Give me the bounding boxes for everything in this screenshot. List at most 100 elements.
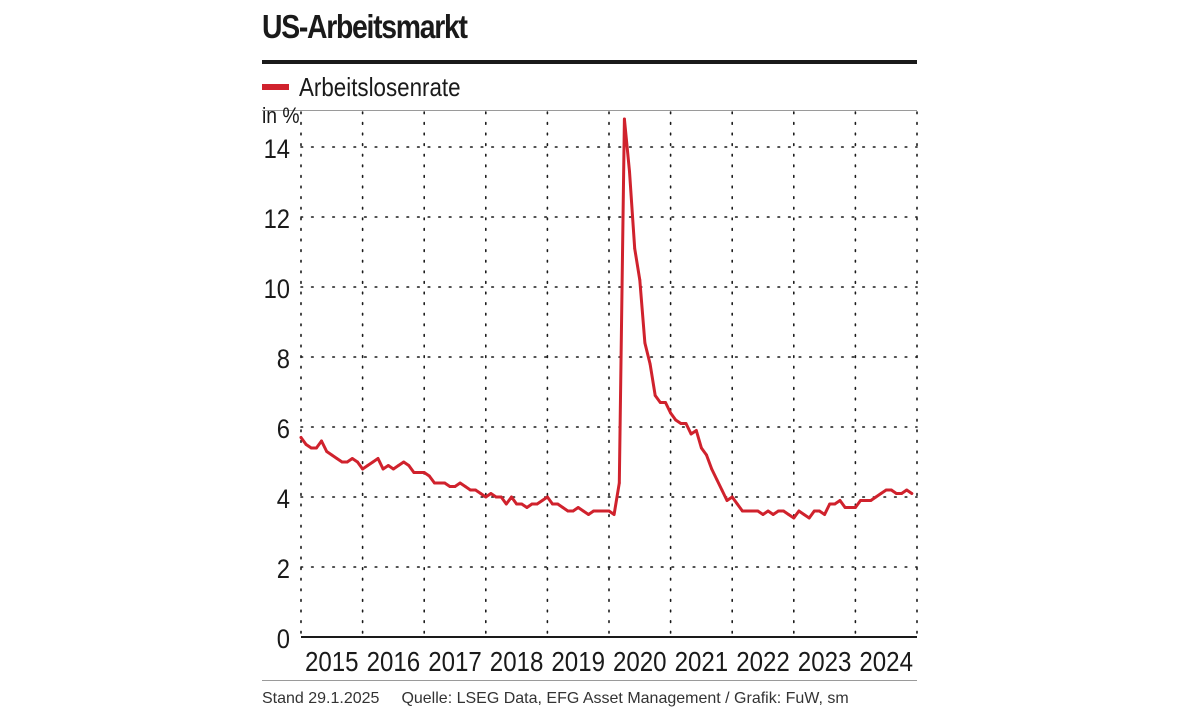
data-point: [910, 492, 914, 495]
data-point: [884, 488, 888, 492]
y-tick-label-0: 0: [277, 625, 290, 655]
data-point: [684, 422, 688, 425]
data-point: [879, 492, 883, 495]
data-point: [566, 509, 570, 513]
data-point: [427, 474, 431, 478]
data-point: [340, 460, 344, 464]
data-point: [612, 513, 616, 516]
data-point: [694, 429, 698, 432]
data-point: [777, 509, 780, 513]
data-point: [299, 436, 303, 439]
data-point: [689, 432, 693, 436]
data-point: [525, 506, 529, 509]
data-point: [407, 464, 411, 467]
footer-source: Quelle: LSEG Data, EFG Asset Management …: [401, 690, 849, 707]
data-point: [484, 495, 488, 499]
data-point: [489, 492, 493, 495]
data-point: [653, 394, 657, 397]
series-line-0: [299, 117, 914, 520]
x-tick-label-2024: 2024: [859, 645, 913, 677]
data-point: [797, 509, 801, 513]
data-point: [638, 278, 642, 282]
data-point: [576, 506, 580, 509]
data-point: [315, 446, 318, 450]
y-axis-label: in %: [262, 104, 300, 128]
data-point: [669, 411, 672, 415]
data-point: [838, 499, 842, 502]
title-rule: [262, 60, 917, 64]
data-point: [864, 499, 867, 502]
y-tick-label-2: 2: [277, 555, 290, 585]
data-point: [581, 509, 585, 513]
data-point: [433, 481, 436, 485]
data-point: [469, 488, 472, 492]
data-point: [366, 464, 370, 467]
data-point: [843, 506, 847, 509]
data-point: [648, 362, 652, 366]
data-point: [422, 471, 426, 474]
data-point: [330, 453, 334, 457]
footer-date: Stand 29.1.2025: [262, 690, 380, 707]
data-point: [474, 488, 477, 492]
footer: Stand 29.1.2025 Quelle: LSEG Data, EFG A…: [262, 690, 849, 708]
data-point: [361, 467, 364, 471]
data-point: [730, 495, 734, 499]
data-point: [592, 509, 595, 513]
data-point: [463, 485, 467, 488]
x-tick-label-2021: 2021: [675, 645, 729, 677]
data-point: [812, 509, 816, 513]
data-point: [376, 457, 380, 460]
data-point: [587, 513, 590, 516]
data-point: [530, 502, 534, 506]
data-point: [453, 485, 457, 488]
data-point: [546, 495, 549, 499]
data-point: [499, 495, 503, 499]
data-point: [674, 418, 678, 422]
data-point: [392, 467, 395, 471]
data-point: [602, 509, 606, 513]
data-point: [520, 502, 524, 506]
legend-label: Arbeitslosenrate: [299, 71, 461, 102]
data-point: [823, 513, 826, 516]
data-point: [787, 513, 790, 516]
data-point: [386, 464, 390, 467]
data-point: [751, 509, 755, 513]
data-point: [633, 247, 637, 250]
data-point: [535, 502, 539, 506]
data-point: [304, 443, 308, 446]
x-tick-label-2018: 2018: [490, 645, 544, 677]
data-point: [766, 509, 770, 513]
data-point: [905, 488, 909, 492]
x-tick-label-2015: 2015: [305, 645, 359, 677]
data-point: [874, 495, 878, 499]
data-point: [448, 485, 452, 488]
data-point: [412, 471, 416, 474]
data-point: [848, 506, 852, 509]
data-point: [720, 488, 724, 492]
data-point: [700, 446, 703, 450]
data-point: [725, 499, 729, 502]
x-tick-label-2020: 2020: [613, 645, 667, 677]
data-point: [551, 502, 554, 506]
data-point: [607, 509, 611, 513]
data-point: [792, 516, 796, 520]
y-tick-label-8: 8: [277, 345, 290, 375]
data-point: [900, 492, 903, 495]
data-point: [381, 467, 385, 471]
data-point: [320, 439, 323, 443]
data-point: [402, 460, 406, 464]
data-point: [350, 457, 354, 460]
data-point: [889, 488, 893, 492]
data-point: [356, 460, 359, 464]
data-point: [658, 401, 662, 404]
x-tick-label-2016: 2016: [367, 645, 421, 677]
y-tick-label-14: 14: [264, 135, 290, 165]
data-point: [335, 457, 339, 460]
data-point: [818, 509, 821, 513]
data-point: [643, 341, 647, 345]
data-point: [571, 509, 575, 513]
data-point: [895, 492, 898, 495]
data-point: [802, 513, 806, 516]
y-tick-label-6: 6: [277, 415, 290, 445]
